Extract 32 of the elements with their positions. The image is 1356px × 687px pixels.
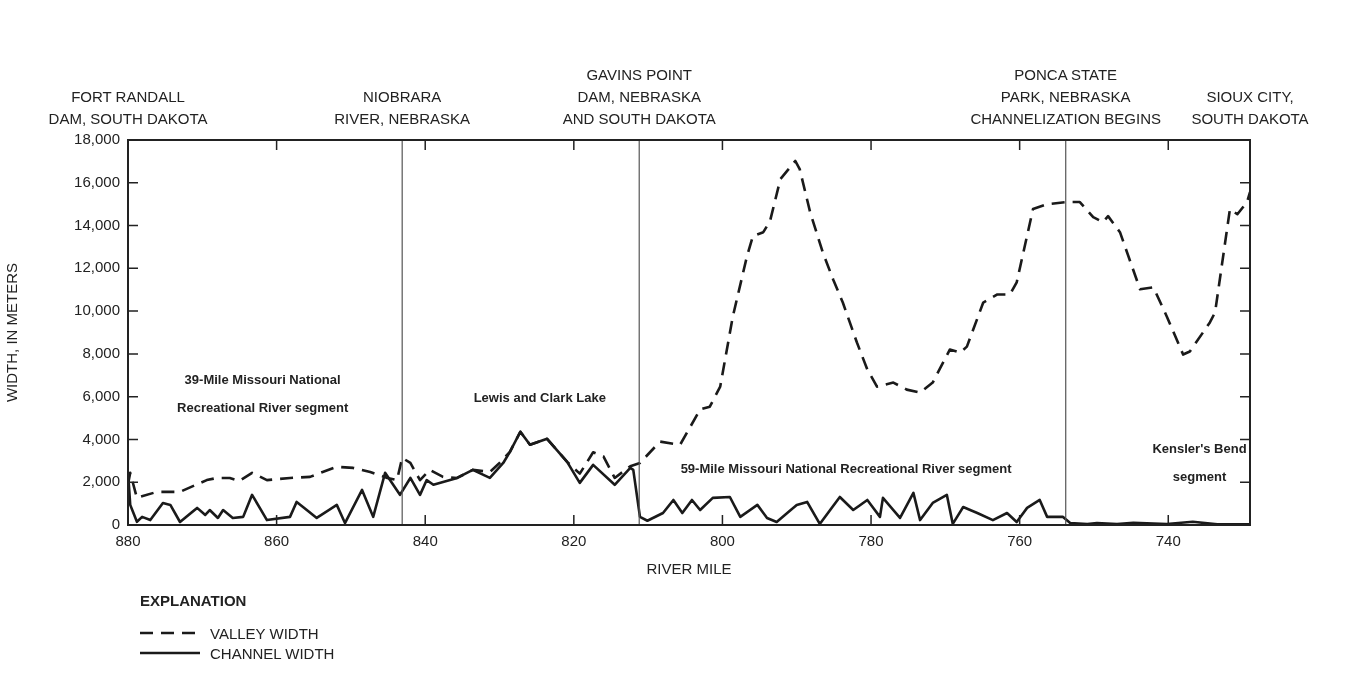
legend-label: CHANNEL WIDTH (210, 644, 335, 662)
x-tick-label: 800 (709, 532, 735, 550)
y-tick-label: 10,000 (74, 301, 120, 319)
y-tick-label: 0 (111, 515, 120, 533)
y-tick-label: 18,000 (74, 130, 120, 148)
ref-line-label: NIOBRARA RIVER, NEBRASKA (334, 87, 471, 127)
annotation: Lewis and Clark Lake (473, 389, 606, 405)
y-tick-label: 14,000 (74, 215, 120, 233)
annotation: 59-Mile Missouri National Recreational River segment (680, 460, 1013, 476)
x-tick-label: 780 (858, 532, 884, 550)
x-tick-label: 820 (561, 532, 587, 550)
y-axis-title: WIDTH, IN METERS (3, 262, 21, 403)
legend-title: EXPLANATION (140, 592, 248, 609)
text: SIOUX CITY, SOUTH DAKOTA (1191, 87, 1309, 127)
x-tick-label: 860 (264, 532, 290, 550)
x-tick-label: 880 (115, 532, 141, 550)
y-tick-label: 16,000 (74, 172, 120, 190)
y-tick-label: 2,000 (82, 472, 120, 490)
x-tick-label: 840 (412, 532, 438, 550)
y-tick-label: 6,000 (82, 386, 120, 404)
ref-line-label: PONCA STATE PARK, NEBRASKA CHANNELIZATION BEGINS (970, 65, 1162, 127)
ref-line-label: GAVINS POINT DAM, NEBRASKA AND SOUTH DAKOTA (562, 65, 716, 127)
x-axis-title: RIVER MILE (646, 560, 732, 578)
x-tick-label: 740 (1155, 532, 1181, 550)
annotation: 39-Mile Missouri National Recreational River segment (177, 371, 349, 415)
legend-label: VALLEY WIDTH (210, 624, 319, 642)
y-tick-label: 8,000 (82, 344, 120, 362)
text: FORT RANDALL DAM, SOUTH DAKOTA (48, 87, 208, 127)
annotation: Kensler's Bend segment (1152, 440, 1247, 484)
x-tick-label: 760 (1007, 532, 1033, 550)
y-tick-label: 12,000 (74, 258, 120, 276)
y-tick-label: 4,000 (82, 429, 120, 447)
